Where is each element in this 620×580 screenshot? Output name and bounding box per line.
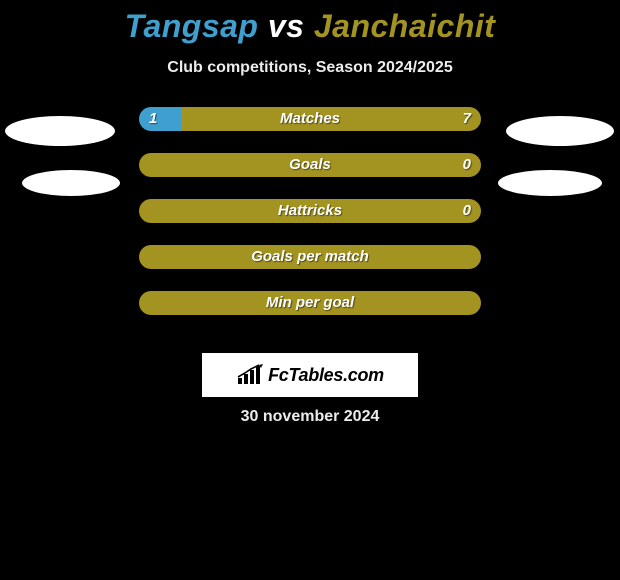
stat-bar-right	[139, 291, 481, 315]
stat-row: Goals0	[139, 153, 481, 177]
stat-row: Min per goal	[139, 291, 481, 315]
comparison-infographic: Tangsap vs Janchaichit Club competitions…	[0, 0, 620, 580]
stat-bar-left	[139, 107, 182, 131]
stat-bar-right	[139, 199, 481, 223]
stat-value-right: 7	[463, 107, 471, 131]
stat-value-right: 0	[463, 153, 471, 177]
stat-row: Hattricks0	[139, 199, 481, 223]
left-oval	[5, 116, 115, 146]
chart-stage: Matches17Goals0Hattricks0Goals per match…	[0, 107, 620, 347]
comparison-bars: Matches17Goals0Hattricks0Goals per match…	[139, 107, 481, 337]
stat-value-left: 1	[149, 107, 157, 131]
right-oval	[498, 170, 602, 196]
date-line: 30 november 2024	[0, 408, 620, 426]
right-oval	[506, 116, 614, 146]
title-vs: vs	[268, 8, 305, 44]
left-oval	[22, 170, 120, 196]
stat-bar-right	[139, 245, 481, 269]
brand-plate: FcTables.com	[202, 353, 418, 397]
title-player1: Tangsap	[125, 8, 259, 44]
subtitle: Club competitions, Season 2024/2025	[0, 59, 620, 77]
stat-value-right: 0	[463, 199, 471, 223]
title-player2: Janchaichit	[314, 8, 496, 44]
stat-bar-right	[139, 153, 481, 177]
stat-row: Matches17	[139, 107, 481, 131]
bar-growth-icon	[236, 364, 264, 386]
brand-inner: FcTables.com	[236, 364, 384, 386]
brand-text: FcTables.com	[268, 365, 384, 386]
stat-row: Goals per match	[139, 245, 481, 269]
page-title: Tangsap vs Janchaichit	[0, 0, 620, 45]
stat-bar-right	[182, 107, 481, 131]
